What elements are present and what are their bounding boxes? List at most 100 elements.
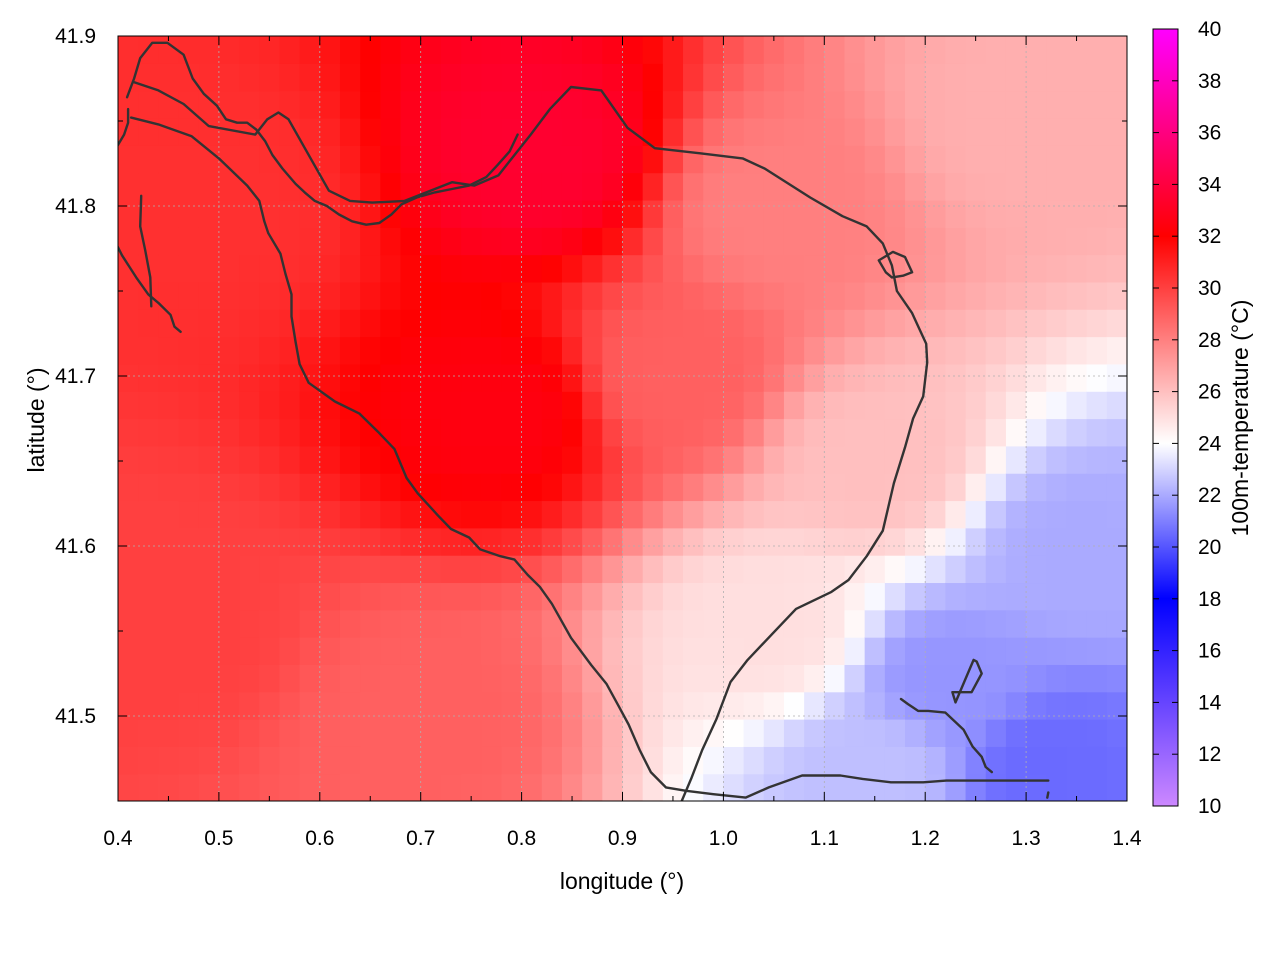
heat-cell [985,719,1007,747]
heat-cell [1046,227,1068,256]
heat-cell [945,254,967,283]
heat-cell [824,281,846,310]
heat-cell [804,691,825,720]
heat-cell [1026,227,1047,256]
heat-cell [743,199,765,228]
heat-cell [925,172,946,201]
colorbar-tick-label: 14 [1198,691,1222,714]
heat-cell [844,363,866,392]
heat-cell [683,746,704,775]
heat-cell [380,336,402,365]
heat-cell [561,582,583,611]
colorbar-tick-label: 20 [1198,536,1221,559]
heat-cell [178,363,200,392]
heat-cell [561,473,583,502]
heat-cell [965,36,987,64]
heat-cell [743,773,765,801]
heat-cell [1086,500,1108,529]
heat-cell [1086,582,1108,611]
heat-cell [178,527,200,556]
heat-cell [420,773,442,801]
heat-cell [118,582,139,611]
heat-cell [541,227,563,256]
heat-cell [118,445,139,474]
heat-cell [763,609,785,638]
x-tick-label: 0.9 [608,827,637,850]
heat-cell [461,582,482,611]
heat-cell [279,527,301,556]
heat-cell [138,609,159,638]
heat-cell [1106,500,1127,529]
heat-cell [824,664,846,693]
heat-cell [1086,336,1108,365]
heat-cell [461,391,482,420]
heat-cell [945,36,967,64]
heat-cell [884,90,906,119]
heat-cell [440,582,462,611]
heat-cell [178,664,200,693]
heat-cell [158,418,180,447]
heat-cell [541,172,563,201]
heat-cell [642,445,664,474]
heat-cell [561,117,583,146]
heat-cell [905,719,926,747]
heat-cell [319,254,341,283]
heat-cell [1026,527,1047,556]
heat-cell [683,664,704,693]
heat-cell [239,199,260,228]
heat-cell [198,746,220,775]
heat-cell [925,746,946,775]
heat-cell [884,773,906,801]
heat-cell [683,691,704,720]
heat-cell [420,199,442,228]
heat-cell [118,527,139,556]
heat-cell [1005,117,1027,146]
heat-cell [218,309,240,338]
heat-cell [501,637,523,665]
heat-cell [521,445,543,474]
heat-cell [158,445,180,474]
heat-cell [622,637,644,665]
x-tick-label: 0.8 [507,827,536,850]
heat-cell [1066,199,1088,228]
heat-cell [642,418,664,447]
heat-cell [864,363,886,392]
heat-cell [541,445,563,474]
heat-cell [905,172,926,201]
heat-cell [360,691,381,720]
heat-cell [1086,473,1108,502]
heat-cell [400,145,422,174]
heat-cell [662,445,684,474]
heat-cell [1066,773,1088,801]
heat-cell [683,473,704,502]
heat-cell [420,527,442,556]
heat-cell [985,637,1007,665]
heat-cell [521,63,543,92]
heat-cell [561,391,583,420]
heat-cell [602,391,624,420]
heat-cell [521,227,543,256]
x-tick-label: 0.4 [103,827,133,850]
heat-cell [683,336,704,365]
heat-cell [864,418,886,447]
heat-cell [884,172,906,201]
heat-cell [1005,527,1027,556]
heat-cell [945,500,967,529]
heat-cell [158,309,180,338]
heat-cell [965,500,987,529]
heat-cell [662,63,684,92]
heat-cell [905,117,926,146]
heat-cell [1005,309,1027,338]
heat-cell [783,719,805,747]
heat-cell [561,309,583,338]
heat-cell [905,363,926,392]
heat-cell [582,117,603,146]
heat-cell [420,664,442,693]
heat-cell [905,36,926,64]
heat-cell [723,773,745,801]
heat-cell [723,582,745,611]
heat-cell [259,281,281,310]
heat-cell [440,254,462,283]
heat-cell [1046,637,1068,665]
heat-cell [198,418,220,447]
